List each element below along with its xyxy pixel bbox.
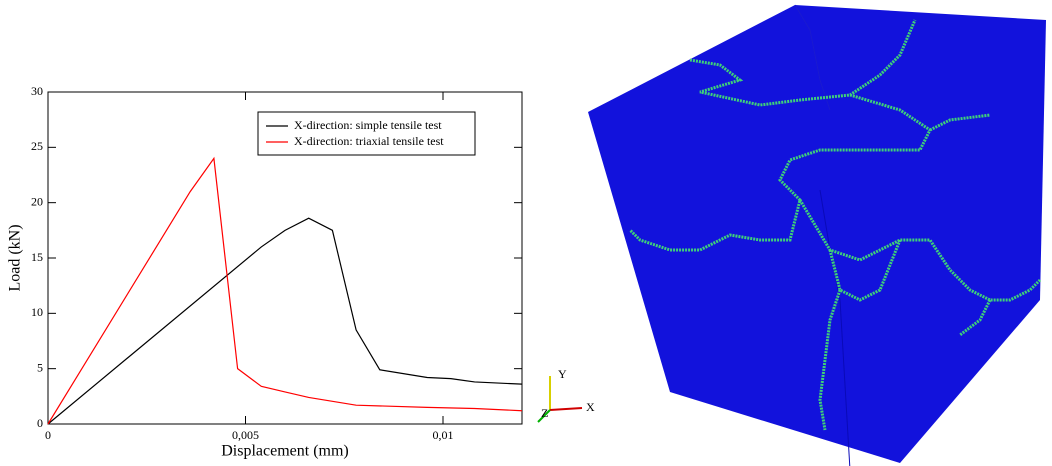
triad-x [550,408,582,410]
legend-label: X-direction: simple tensile test [294,118,442,132]
triad-label: X [586,400,595,414]
y-tick-label: 5 [37,360,43,374]
figure: Displacement (mm) Load (kN) Y Z X 0 0,005… [0,0,1052,466]
y-axis-label: Load (kN) [7,224,24,291]
y-tick-label: 15 [31,250,43,264]
y-tick-label: 10 [31,305,43,319]
triad-label: Z [541,406,548,420]
y-tick-label: 0 [37,416,43,430]
cube [588,5,1046,463]
line [48,158,522,424]
x-tick-label: 0 [45,428,51,442]
y-tick-label: 25 [31,139,43,153]
legend-label: X-direction: triaxial tensile test [294,134,444,148]
triad-label: Y [558,367,567,381]
render-3d [588,5,1046,466]
y-tick-label: 30 [31,84,43,98]
axis-triad: Y Z X [538,367,595,422]
x-tick-label: 0,01 [433,428,454,442]
x-axis-label: Displacement (mm) [221,443,349,460]
x-tick-label: 0,005 [232,428,259,442]
line [48,218,522,424]
y-tick-label: 20 [31,194,43,208]
